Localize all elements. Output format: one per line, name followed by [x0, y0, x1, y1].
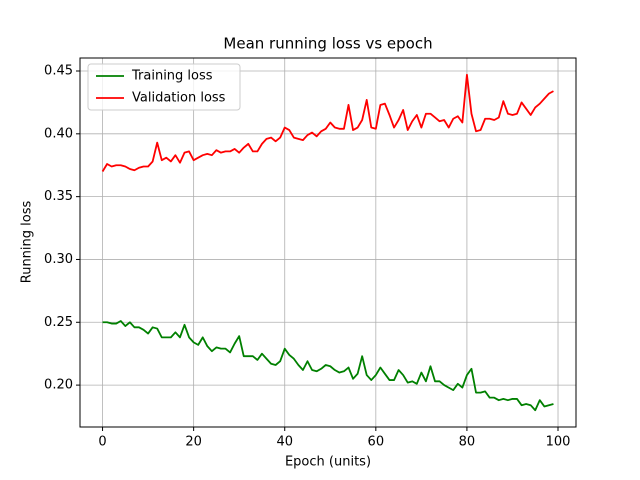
chart-title: Mean running loss vs epoch — [223, 35, 432, 53]
y-tick-label: 0.35 — [44, 189, 73, 204]
series-line — [102, 320, 554, 412]
x-tick-label: 80 — [459, 435, 476, 450]
series-line — [101, 73, 554, 172]
axes-frame — [79, 57, 577, 428]
y-tick-label: 0.25 — [44, 315, 73, 330]
y-tick-label: 0.40 — [44, 126, 73, 141]
x-axis-label: Epoch (units) — [285, 455, 371, 470]
x-tick-label: 100 — [546, 435, 571, 450]
y-tick-label: 0.20 — [44, 378, 73, 393]
y-axis-label: Running loss — [20, 201, 35, 284]
y-tick-label: 0.45 — [44, 64, 73, 79]
legend-label: Validation loss — [132, 91, 226, 106]
x-tick-label: 20 — [185, 435, 202, 450]
x-tick-label: 0 — [98, 435, 106, 450]
y-tick-label: 0.30 — [44, 252, 73, 267]
legend-label: Training loss — [131, 69, 213, 84]
legend-box — [87, 63, 241, 111]
x-tick-label: 60 — [368, 435, 385, 450]
x-tick-label: 40 — [276, 435, 293, 450]
